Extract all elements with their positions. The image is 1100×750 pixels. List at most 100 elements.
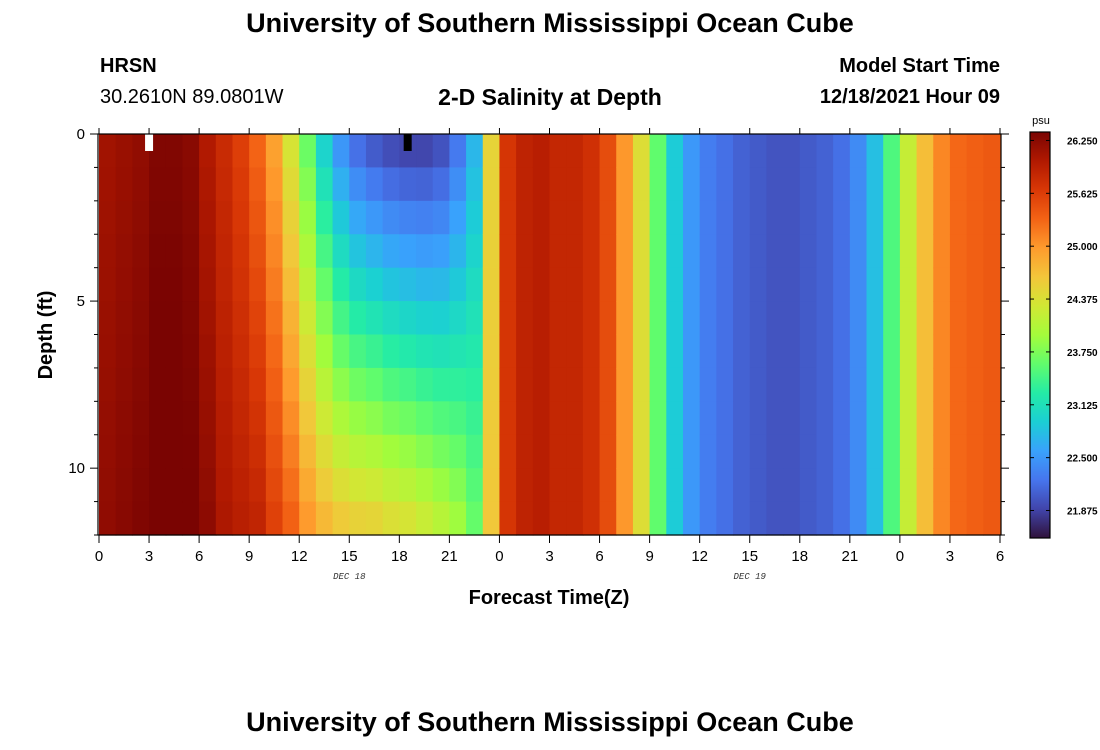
- heatmap-cell: [733, 367, 751, 402]
- heatmap-cell: [165, 434, 184, 469]
- heatmap-cell: [983, 200, 1001, 235]
- heatmap-cell: [749, 234, 768, 269]
- heatmap-cell: [599, 501, 617, 536]
- heatmap-cell: [115, 200, 133, 235]
- heatmap-cell: [682, 401, 701, 436]
- heatmap-cell: [599, 334, 617, 369]
- heatmap-cell: [199, 301, 217, 336]
- heatmap-cell: [582, 401, 601, 436]
- heatmap-cell: [215, 468, 234, 503]
- heatmap-cell: [549, 468, 567, 503]
- heatmap-cell: [666, 267, 684, 302]
- heatmap-cell: [816, 234, 834, 269]
- heatmap-cell: [482, 334, 501, 369]
- heatmap-cell: [215, 267, 234, 302]
- heatmap-cell: [682, 301, 701, 336]
- heatmap-cell: [733, 334, 751, 369]
- x-tick-label: 9: [245, 548, 253, 565]
- heatmap-cell: [749, 267, 768, 302]
- heatmap-cell: [416, 234, 434, 269]
- heatmap-cell: [199, 367, 217, 402]
- heatmap-cell: [482, 501, 501, 536]
- heatmap-cell: [783, 401, 801, 436]
- heatmap-cell: [265, 301, 284, 336]
- heatmap-cell: [799, 401, 818, 436]
- heatmap-cell: [733, 200, 751, 235]
- heatmap-cell: [933, 134, 951, 169]
- heatmap-cell: [165, 134, 184, 169]
- heatmap-cell: [482, 267, 501, 302]
- heatmap-cell: [132, 501, 150, 536]
- heatmap-cell: [549, 367, 567, 402]
- heatmap-cell: [883, 401, 901, 436]
- heatmap-cell: [282, 401, 300, 436]
- heatmap-cell: [883, 167, 901, 202]
- heatmap-cell: [499, 367, 517, 402]
- heatmap-cell: [449, 234, 467, 269]
- heatmap-cell: [749, 468, 768, 503]
- heatmap-cell: [449, 434, 467, 469]
- heatmap-cell: [582, 167, 601, 202]
- heatmap-cell: [265, 200, 284, 235]
- heatmap-cell: [332, 367, 350, 402]
- heatmap-cell: [466, 134, 484, 169]
- heatmap-cell: [799, 468, 818, 503]
- heatmap-cell: [582, 200, 601, 235]
- heatmap-cell: [349, 134, 367, 169]
- heatmap-cell: [315, 301, 334, 336]
- heatmap-cell: [899, 367, 918, 402]
- heatmap-cell: [816, 434, 834, 469]
- heatmap-cell: [182, 234, 200, 269]
- heatmap-cell: [532, 200, 551, 235]
- heatmap-cell: [599, 234, 617, 269]
- heatmap-cell: [549, 401, 567, 436]
- heatmap-cell: [749, 301, 768, 336]
- heatmap-cell: [232, 134, 250, 169]
- heatmap-cell: [699, 167, 717, 202]
- heatmap-cell: [666, 301, 684, 336]
- heatmap-cell: [432, 334, 450, 369]
- heatmap-cell: [349, 267, 367, 302]
- heatmap-cell: [799, 301, 818, 336]
- heatmap-cell: [899, 501, 918, 536]
- heatmap-cell: [933, 434, 951, 469]
- heatmap-cell: [215, 367, 234, 402]
- heatmap-cell: [499, 501, 517, 536]
- heatmap-cell: [332, 434, 350, 469]
- heatmap-cell: [883, 234, 901, 269]
- heatmap-cell: [149, 434, 167, 469]
- heatmap-cell: [933, 334, 951, 369]
- heatmap-cell: [182, 334, 200, 369]
- heatmap-cell: [532, 334, 551, 369]
- heatmap-cell: [799, 501, 818, 536]
- heatmap-cell: [849, 167, 868, 202]
- heatmap-cell: [933, 367, 951, 402]
- heatmap-cell: [833, 134, 851, 169]
- heatmap-cell: [733, 167, 751, 202]
- heatmap-cell: [783, 267, 801, 302]
- heatmap-cell: [382, 200, 400, 235]
- heatmap-cell: [699, 367, 717, 402]
- heatmap-cell: [299, 468, 317, 503]
- heatmap-cell: [282, 200, 300, 235]
- heatmap-cell: [315, 167, 334, 202]
- heatmap-cell: [165, 234, 184, 269]
- heatmap-cell: [883, 134, 901, 169]
- heatmap-cell: [232, 367, 250, 402]
- heatmap-cell: [733, 501, 751, 536]
- heatmap-cell: [749, 200, 768, 235]
- heatmap-cell: [566, 267, 584, 302]
- heatmap-cell: [382, 434, 400, 469]
- heatmap-cell: [482, 234, 501, 269]
- heatmap-cell: [99, 267, 117, 302]
- heatmap-cell: [849, 334, 868, 369]
- heatmap-cell: [899, 434, 918, 469]
- model-start-value: 12/18/2021 Hour 09: [819, 86, 1000, 108]
- heatmap-cell: [466, 200, 484, 235]
- heatmap-cell: [649, 501, 667, 536]
- heatmap-cell: [249, 167, 267, 202]
- heatmap-cell: [215, 334, 234, 369]
- heatmap-cell: [449, 367, 467, 402]
- heatmap-cell: [265, 401, 284, 436]
- heatmap-cell: [949, 234, 968, 269]
